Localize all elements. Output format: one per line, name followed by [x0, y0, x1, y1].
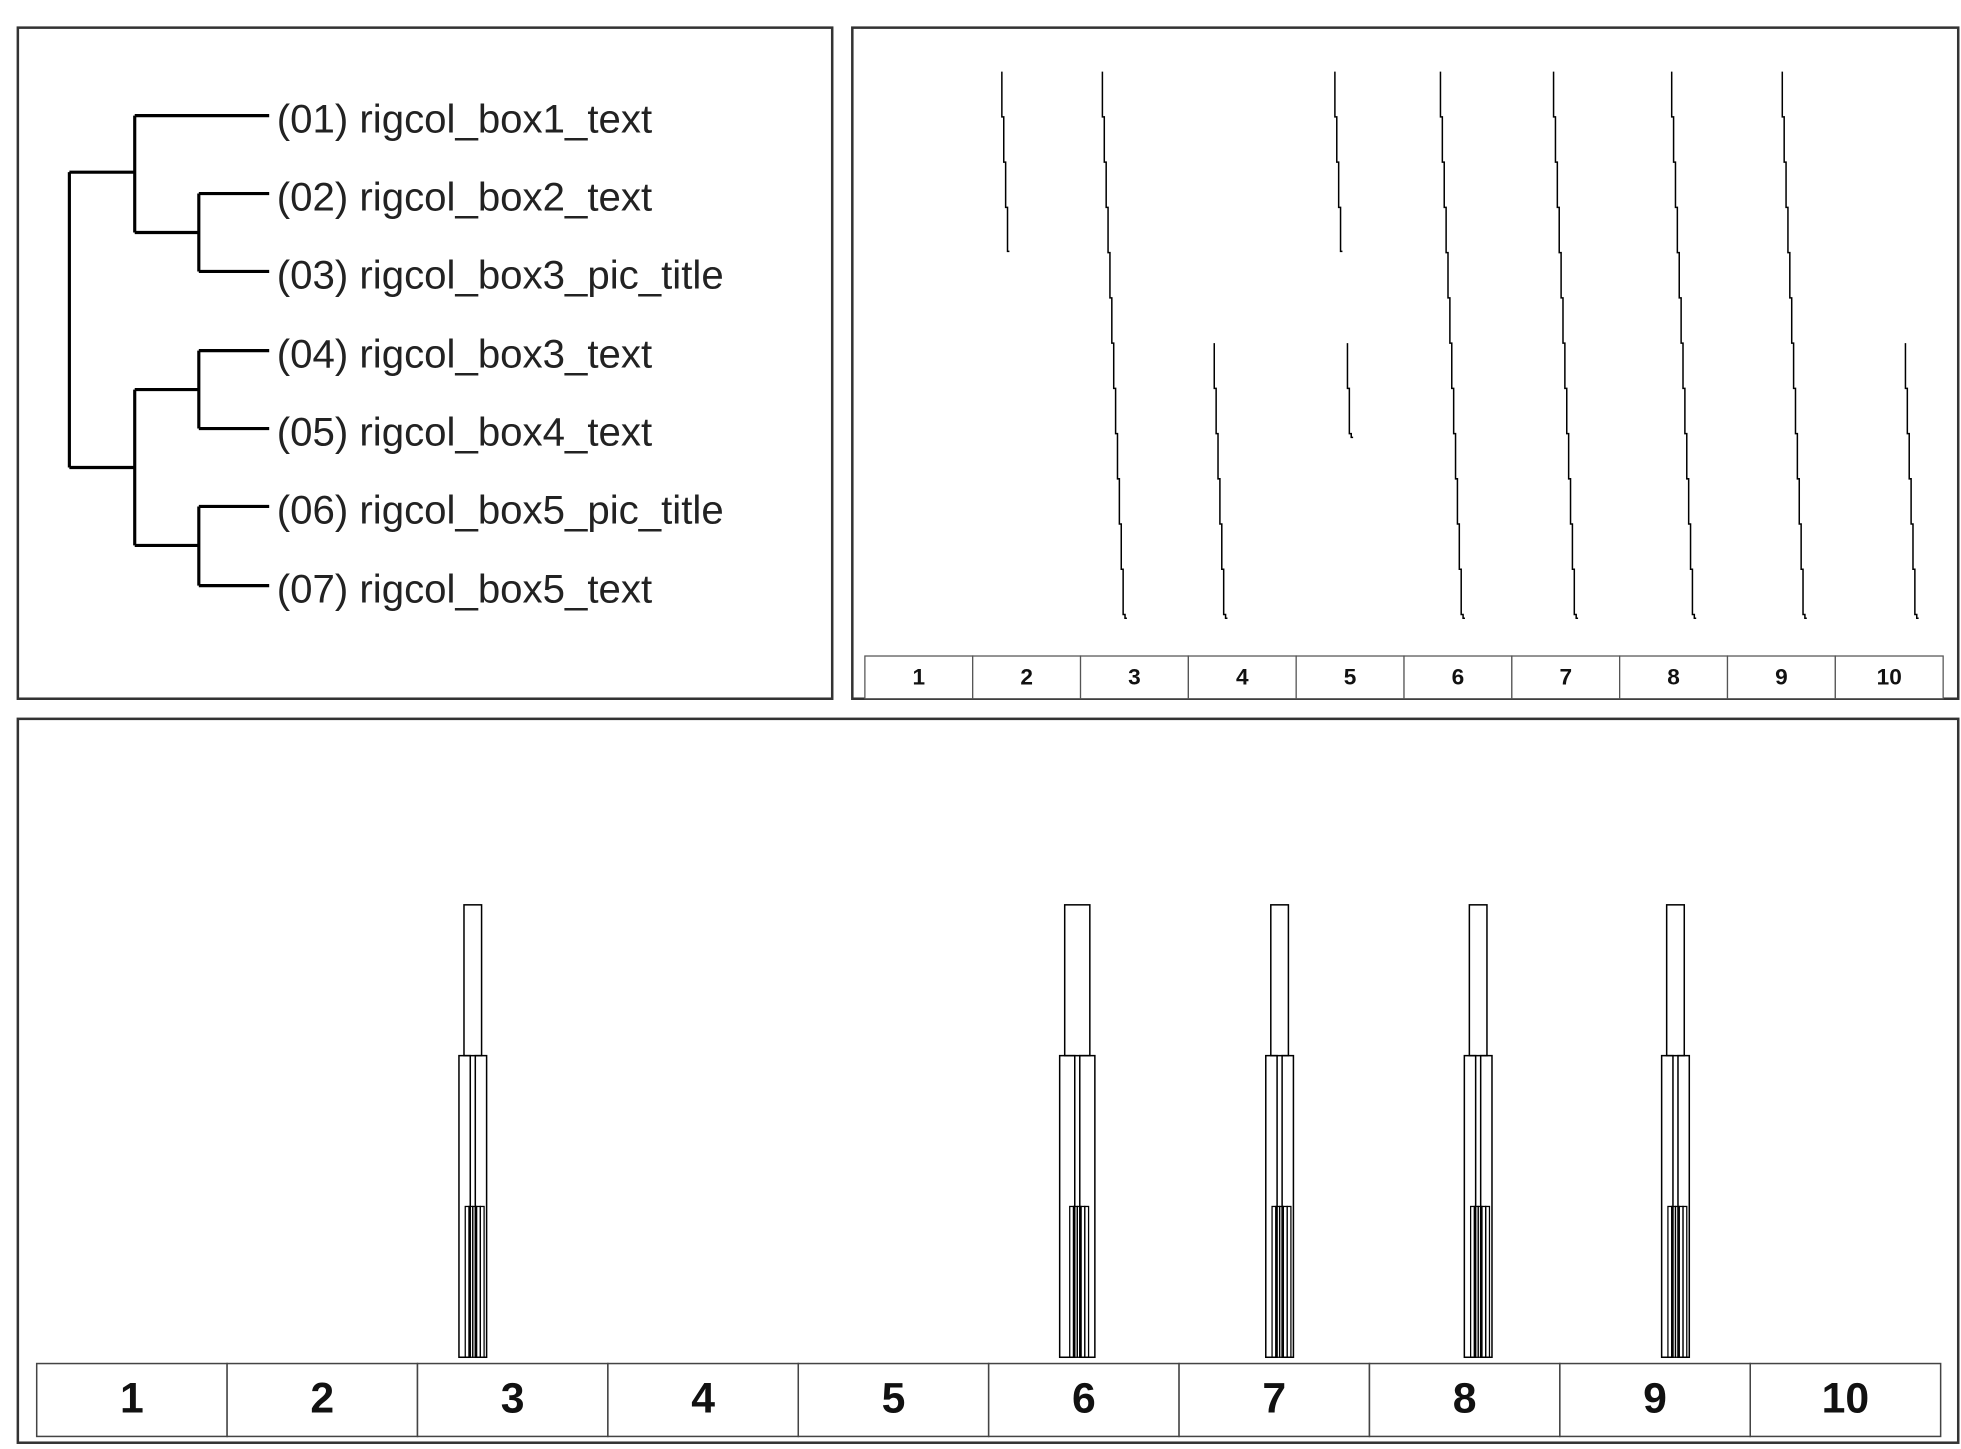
column-cell — [607, 1362, 800, 1438]
column-label: 4 — [1236, 665, 1249, 690]
column-cell — [1726, 655, 1836, 700]
dendrogram-branches — [67, 114, 270, 588]
glyph-low — [1286, 1205, 1292, 1358]
column-cell — [1368, 1362, 1561, 1438]
column-label: 10 — [1822, 1375, 1870, 1423]
column-label: 7 — [1559, 665, 1572, 690]
trace — [1101, 71, 1127, 620]
column-cell — [416, 1362, 609, 1438]
glyph-top — [1665, 904, 1686, 1057]
leaf-label: (07) rigcol_box5_text — [277, 567, 652, 612]
trace — [1439, 71, 1465, 620]
trace — [1670, 71, 1697, 620]
bottom-panel — [16, 717, 1960, 1444]
column-label: 1 — [120, 1375, 144, 1423]
column-label: 3 — [501, 1375, 525, 1423]
column-cell — [987, 1362, 1180, 1438]
glyph-low — [479, 1205, 485, 1358]
column-plot-panel — [851, 26, 1960, 700]
trace — [1781, 71, 1807, 620]
dendrogram-panel — [16, 26, 834, 700]
glyph-low — [1084, 1205, 1090, 1358]
trace — [1213, 343, 1228, 620]
column-cell — [1403, 655, 1513, 700]
column-label: 7 — [1262, 1375, 1286, 1423]
leaf-label: (02) rigcol_box2_text — [277, 174, 652, 219]
glyph-low — [1485, 1205, 1491, 1358]
column-cell — [864, 655, 974, 700]
column-label: 10 — [1877, 665, 1902, 690]
glyph-top — [1063, 904, 1091, 1057]
column-cell — [1834, 655, 1944, 700]
column-cell — [226, 1362, 419, 1438]
content: (01) rigcol_box1_text (02) rigcol_box2_te… — [35, 71, 1944, 1438]
leaf-label: (03) rigcol_box3_pic_title — [277, 252, 724, 297]
column-cell — [1187, 655, 1297, 700]
column-label: 9 — [1775, 665, 1788, 690]
leaf-label: (05) rigcol_box4_text — [277, 409, 652, 454]
trace — [1346, 343, 1354, 439]
glyph-top — [463, 904, 483, 1057]
column-label: 1 — [913, 665, 926, 690]
leaf-label: (04) rigcol_box3_text — [277, 332, 652, 377]
leaf-label: (06) rigcol_box5_pic_title — [277, 487, 724, 532]
column-label: 6 — [1452, 665, 1465, 690]
column-label: 6 — [1072, 1375, 1096, 1423]
trace — [1001, 71, 1010, 253]
column-label: 3 — [1128, 665, 1141, 690]
column-label: 2 — [1020, 665, 1033, 690]
leaf-label: (01) rigcol_box1_text — [277, 97, 652, 142]
glyph-top — [1270, 904, 1290, 1057]
column-label: 2 — [310, 1375, 334, 1423]
glyph-top — [1468, 904, 1488, 1057]
trace — [1334, 71, 1343, 253]
column-label: 8 — [1453, 1375, 1477, 1423]
column-cell — [1749, 1362, 1942, 1438]
column-label: 9 — [1643, 1375, 1667, 1423]
column-cell — [1619, 655, 1729, 700]
column-label: 5 — [882, 1375, 906, 1423]
trace — [1904, 343, 1919, 620]
column-cell — [797, 1362, 990, 1438]
column-label: 8 — [1667, 665, 1680, 690]
trace — [1552, 71, 1579, 620]
column-cell — [1178, 1362, 1371, 1438]
column-label: 4 — [691, 1375, 715, 1423]
column-cell — [1511, 655, 1621, 700]
column-label: 5 — [1344, 665, 1357, 690]
column-cell — [1295, 655, 1405, 700]
column-cell — [1079, 655, 1189, 700]
column-cell — [1559, 1362, 1751, 1438]
glyph-low — [1682, 1205, 1688, 1358]
dendrogram-tree — [67, 114, 270, 588]
